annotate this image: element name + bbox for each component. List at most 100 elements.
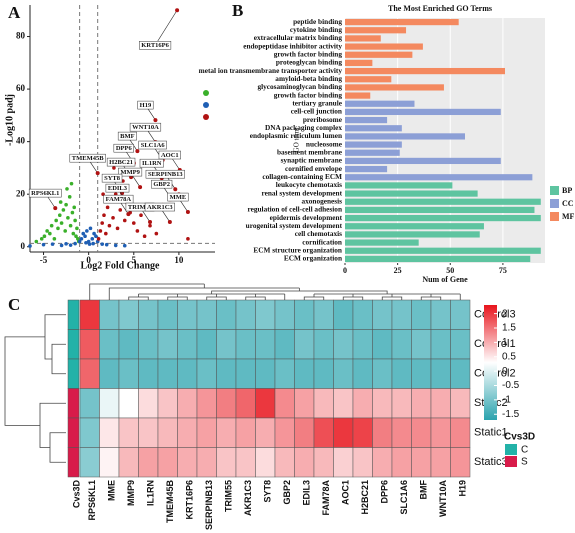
heatmap-cell <box>157 417 178 448</box>
x-tick-label: 0 <box>343 266 347 275</box>
heatmap-cell <box>274 329 295 360</box>
heatmap-cell <box>196 299 217 330</box>
point <box>77 239 82 244</box>
heatmap-cell <box>79 358 100 389</box>
heatmap-cell <box>352 329 373 360</box>
point <box>90 237 95 241</box>
bar <box>345 84 444 91</box>
annotation-label: TMEM45B <box>72 155 104 162</box>
heatmap-cell <box>294 417 315 448</box>
point <box>104 242 109 247</box>
heatmap-cell <box>274 358 295 389</box>
heatmap-cell <box>352 417 373 448</box>
annotation-box <box>145 169 185 179</box>
annotation-box <box>117 131 137 141</box>
y-tick-label: peptide binding <box>293 17 342 26</box>
heatmap-cell <box>274 447 295 478</box>
bar <box>345 255 531 263</box>
point <box>66 216 70 220</box>
column-label: SLC1A6 <box>399 480 409 515</box>
heatmap-cell <box>196 447 217 478</box>
column-label: RPS6KL1 <box>87 480 97 521</box>
bar <box>345 223 484 230</box>
annotation-label: H19 <box>140 102 152 109</box>
colorbar-tick-label: -1.5 <box>502 409 520 420</box>
column-label: GBP2 <box>282 480 292 505</box>
heatmap-cell <box>157 299 178 330</box>
heatmap-cell <box>118 299 139 330</box>
y-tick-label: 40 <box>16 136 26 146</box>
panel-label: A <box>8 3 21 22</box>
heatmap-cell <box>313 358 334 389</box>
colorbar-tick-label: 0 <box>502 366 508 377</box>
heatmap-cell <box>138 417 159 448</box>
point <box>100 242 104 246</box>
heatmap-cell <box>79 447 100 478</box>
heatmap-cell <box>138 299 159 330</box>
y-tick-label: endopeptidase inhibitor activity <box>243 41 342 50</box>
point <box>63 229 67 233</box>
heatmap-cell <box>411 388 432 419</box>
bar <box>345 141 402 148</box>
chart-title: The Most Enriched GO Terms <box>388 4 492 13</box>
heatmap-cell <box>333 329 354 360</box>
bar <box>345 214 541 222</box>
bar <box>345 239 419 246</box>
point <box>135 149 140 154</box>
heatmap-cell <box>274 299 295 330</box>
heatmap-cell <box>99 358 120 389</box>
annotation-box <box>101 173 123 183</box>
x-tick-label: 25 <box>394 266 402 275</box>
point <box>85 229 89 233</box>
column-label: MME <box>107 480 117 501</box>
y-tick-label: epidermis development <box>270 213 343 222</box>
y-tick-label: cell chemotaxis <box>295 229 342 238</box>
y-tick-label: amyloid-beta binding <box>275 74 342 83</box>
heatmap-cell <box>177 447 198 478</box>
y-tick-label: preribosome <box>303 115 343 124</box>
bar <box>345 18 459 26</box>
point <box>88 226 93 231</box>
bar <box>345 76 392 83</box>
heatmap-cell <box>352 299 373 330</box>
x-tick-label: 0 <box>86 255 91 265</box>
heatmap-cell <box>157 329 178 360</box>
point <box>79 237 84 241</box>
heatmap-cell <box>313 299 334 330</box>
heatmap-cell <box>411 358 432 389</box>
heatmap-cell <box>157 388 178 419</box>
legend-dot <box>203 114 209 120</box>
legend-title: Cvs3D <box>504 432 535 443</box>
point <box>96 237 101 241</box>
legend-swatch <box>505 456 517 467</box>
point <box>49 223 54 228</box>
column-label: SYT8 <box>263 480 273 503</box>
annotation-label: AOC1 <box>161 152 179 159</box>
heatmap-cell <box>177 417 198 448</box>
y-tick-label: extracellular matrix binding <box>254 33 343 42</box>
annotation-label: SERPINB13 <box>148 171 183 178</box>
y-tick-label: renal system development <box>261 188 342 197</box>
heatmap-cell <box>430 417 451 448</box>
point <box>45 229 49 233</box>
annotation-box <box>113 143 134 153</box>
heatmap-cell <box>118 388 139 419</box>
annotation-box <box>158 150 181 160</box>
bar <box>345 247 541 254</box>
annotation-label: MMP9 <box>120 169 140 176</box>
point <box>122 243 127 248</box>
heatmap-cell <box>157 358 178 389</box>
x-tick-label: 5 <box>132 255 137 265</box>
column-label: TRIM55 <box>224 480 234 512</box>
point <box>148 223 152 228</box>
heatmap-cell <box>177 329 198 360</box>
point <box>71 231 76 236</box>
column-label: DPP6 <box>380 480 390 504</box>
heatmap-cell <box>138 329 159 360</box>
heatmap-cell <box>333 388 354 419</box>
heatmap-cell <box>313 388 334 419</box>
colorbar <box>484 305 497 420</box>
heatmap-cell <box>216 417 237 448</box>
y-tick-label: endoplasmic reticulum lumen <box>250 131 342 140</box>
